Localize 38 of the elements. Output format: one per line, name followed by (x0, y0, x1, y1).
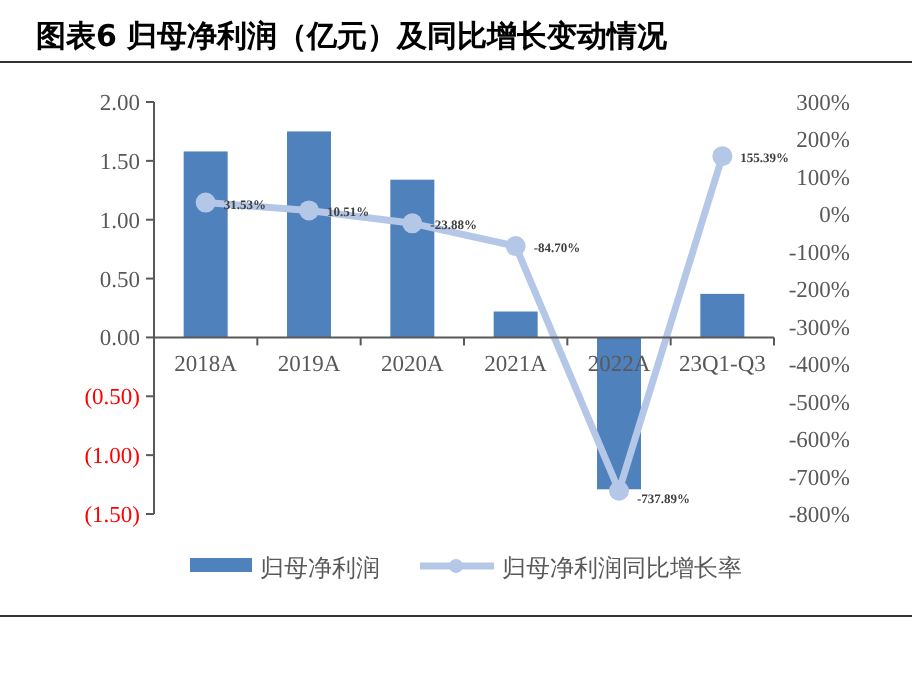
bar (700, 293, 745, 338)
y2-tick-label: -300% (788, 316, 851, 341)
y-tick-label: 1.00 (99, 209, 141, 234)
legend-label: 归母净利润 (260, 554, 380, 582)
y-tick-label: 2.00 (99, 92, 141, 116)
y2-tick-label: -400% (788, 354, 851, 379)
point (402, 213, 423, 234)
bar (287, 131, 331, 338)
x-tick-label: 2021A (484, 353, 549, 378)
y2-tick-label: 0% (819, 204, 851, 229)
x-tick-label: 2018A (174, 353, 239, 378)
x-tick-label: 2019A (277, 353, 342, 378)
y2-tick-label: 100% (796, 166, 851, 191)
y-tick-label: (1.00) (84, 445, 141, 470)
y2-tick-label: -200% (788, 279, 851, 304)
y2-tick-label: -700% (788, 466, 851, 491)
point (299, 200, 319, 221)
y-tick-label: (1.50) (84, 504, 141, 528)
x-tick-label: 2020A (381, 353, 446, 378)
y2-tick-label: -500% (788, 391, 851, 416)
legend-label: 归母净利润同比增长率 (502, 554, 742, 582)
chart-title: 图表6 归母净利润（亿元）及同比增长变动情况 (36, 18, 670, 54)
point (505, 236, 526, 257)
y2-tick-label: -600% (788, 429, 851, 454)
y2-tick-label: 200% (796, 129, 851, 154)
y2-tick-label: 300% (796, 92, 851, 116)
y2-tick-label: -100% (788, 241, 851, 266)
y2-tick-label: -800% (788, 504, 851, 528)
bar (493, 311, 538, 338)
bar (183, 151, 228, 338)
y-tick-label: 0.00 (99, 327, 141, 352)
point (712, 146, 733, 167)
y-tick-label: (0.50) (84, 386, 141, 411)
y-tick-label: 0.50 (99, 268, 141, 293)
y-tick-label: 1.50 (99, 150, 141, 175)
point (195, 192, 216, 213)
point (609, 480, 629, 501)
x-tick-label: 23Q1-Q3 (678, 353, 767, 378)
